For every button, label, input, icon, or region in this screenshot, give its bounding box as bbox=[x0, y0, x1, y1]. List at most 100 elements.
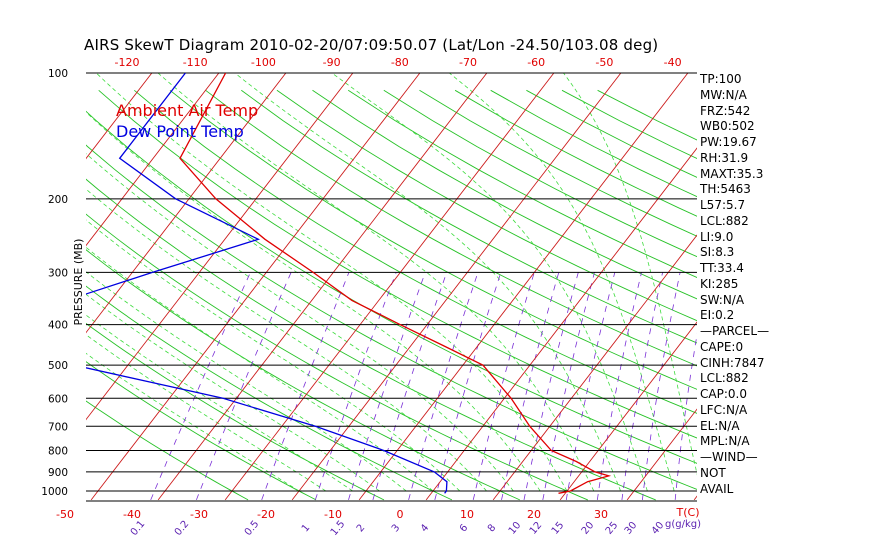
index-item: TP:100 bbox=[700, 72, 742, 86]
temp-tick-top: -90 bbox=[323, 56, 341, 69]
isotherm-line bbox=[86, 73, 354, 421]
mixing-ratio-tick-label: 20 bbox=[580, 520, 597, 537]
temp-tick-top: -110 bbox=[183, 56, 208, 69]
mixing-ratio-tick-label: 4 bbox=[419, 522, 432, 534]
isotherm-line bbox=[157, 73, 488, 501]
index-item: SI:8.3 bbox=[700, 245, 735, 260]
mixing-ratio-tick-label: 6 bbox=[458, 522, 471, 534]
mixing-ratio-line bbox=[348, 272, 426, 501]
temp-tick-bottom: 30 bbox=[594, 508, 608, 521]
isotherm-line bbox=[425, 147, 697, 501]
moist-adiabat-line bbox=[86, 352, 300, 492]
dry-adiabat-line bbox=[347, 89, 697, 279]
dry-adiabat-line bbox=[205, 89, 697, 367]
air-temp-profile bbox=[179, 73, 612, 494]
moist-adiabat-line bbox=[86, 314, 353, 492]
mixing-ratio-line bbox=[501, 272, 560, 500]
index-item: LFC:N/A bbox=[700, 402, 748, 417]
index-item: WB0:502 bbox=[700, 119, 755, 134]
pressure-tick-label: 300 bbox=[48, 267, 68, 279]
dry-adiabat-line bbox=[134, 89, 697, 414]
mixing-ratio-tick-label: 0.1 bbox=[129, 519, 148, 538]
mixing-ratio-line bbox=[472, 272, 535, 500]
pressure-tick-label: 600 bbox=[48, 393, 68, 405]
isotherms bbox=[0, 73, 870, 501]
index-item: LI:9.0 bbox=[700, 229, 734, 244]
dry-adiabat-line bbox=[241, 89, 697, 344]
index-item: LCL:882 bbox=[700, 371, 749, 386]
mixing-ratio-tick-label: 8 bbox=[486, 522, 499, 534]
pressure-tick-label: 1000 bbox=[41, 486, 68, 498]
isotherm-line bbox=[828, 73, 870, 500]
temp-tick-bottom: -20 bbox=[257, 508, 275, 521]
index-item: NOT bbox=[700, 465, 726, 480]
index-item: SW:N/A bbox=[700, 292, 745, 307]
moist-adiabat-line bbox=[86, 334, 327, 492]
dry-adiabats bbox=[86, 89, 697, 501]
mixing-ratio-tick-label: 15 bbox=[550, 520, 567, 537]
index-item: L57:5.7 bbox=[700, 198, 746, 212]
isotherm-line bbox=[626, 408, 697, 501]
dry-adiabat-line bbox=[98, 89, 697, 439]
mixing-ratio-tick-label: 30 bbox=[623, 520, 640, 537]
moist-adiabat-line bbox=[86, 219, 461, 492]
temp-tick-bottom: -50 bbox=[56, 508, 74, 521]
temp-tick-bottom: -40 bbox=[123, 508, 141, 521]
isotherm-line bbox=[90, 73, 421, 501]
mixing-ratio-line bbox=[408, 272, 479, 501]
dry-adiabat-line bbox=[490, 89, 697, 198]
index-item: CAP:0.0 bbox=[700, 387, 747, 401]
temp-tick-top: -60 bbox=[527, 56, 545, 69]
mixing-ratio-line bbox=[150, 272, 251, 501]
mixing-ratio-tick-label: 1.5 bbox=[329, 519, 348, 538]
temp-tick-bottom: 0 bbox=[397, 508, 404, 521]
mixing-ratio-line bbox=[542, 272, 595, 500]
dry-adiabat-line bbox=[86, 400, 249, 501]
index-item: MAXT:35.3 bbox=[700, 166, 764, 181]
index-item: TH:5463 bbox=[700, 182, 751, 197]
temp-tick-top: -80 bbox=[391, 56, 409, 69]
moist-adiabat-line bbox=[331, 73, 648, 492]
isotherm-line bbox=[0, 73, 18, 500]
mixing-ratio-tick-label: 12 bbox=[528, 520, 545, 537]
moist-adiabat-line bbox=[86, 153, 514, 492]
mixing-ratio-line bbox=[372, 272, 448, 501]
legend-item-dew-point: Dew Point Temp bbox=[116, 122, 244, 141]
index-item: —PARCEL— bbox=[700, 324, 770, 338]
isotherm-line bbox=[86, 73, 220, 247]
index-item: EI:0.2 bbox=[700, 308, 735, 323]
mixing-ratio-tick-label: 0.5 bbox=[243, 519, 262, 538]
moist-adiabat-line bbox=[86, 246, 434, 492]
isotherm-line bbox=[86, 73, 287, 334]
mixing-ratio-line bbox=[196, 272, 292, 501]
mixing-ratio-tick-label: 1 bbox=[300, 522, 313, 534]
moist-adiabat-line bbox=[449, 73, 675, 492]
dry-adiabat-line bbox=[86, 285, 453, 501]
index-item: KI:285 bbox=[700, 276, 739, 291]
dry-adiabat-line bbox=[312, 89, 697, 300]
moist-adiabats bbox=[86, 73, 697, 492]
dry-adiabat-line bbox=[86, 249, 520, 501]
pressure-tick-label: 100 bbox=[48, 68, 68, 80]
dry-adiabat-line bbox=[526, 89, 697, 178]
pressure-axis-label: PRESSURE (MB) bbox=[72, 239, 85, 326]
dry-adiabat-line bbox=[86, 144, 697, 490]
index-item: LCL:882 bbox=[700, 213, 749, 228]
moist-adiabat-line bbox=[86, 271, 407, 492]
pressure-tick-label: 500 bbox=[48, 360, 68, 372]
index-item: RH:31.9 bbox=[700, 150, 749, 165]
pressure-tick-label: 800 bbox=[48, 445, 68, 457]
mixing-ratio-axis-label: g(g/kg) bbox=[665, 519, 701, 530]
profiles bbox=[86, 73, 612, 494]
index-item: TT:33.4 bbox=[700, 261, 744, 275]
moist-adiabat-line bbox=[86, 188, 487, 492]
isotherm-line bbox=[761, 73, 870, 500]
dry-adiabat-line bbox=[276, 89, 697, 322]
mixing-ratio-tick-label: 2 bbox=[355, 522, 368, 534]
dry-adiabat-line bbox=[86, 361, 317, 501]
moist-adiabat-line bbox=[86, 111, 541, 492]
index-item: MW:N/A bbox=[700, 87, 747, 102]
dew-point-profile bbox=[86, 73, 448, 494]
index-item: FRZ:542 bbox=[700, 103, 751, 118]
isotherm-line bbox=[358, 73, 689, 501]
